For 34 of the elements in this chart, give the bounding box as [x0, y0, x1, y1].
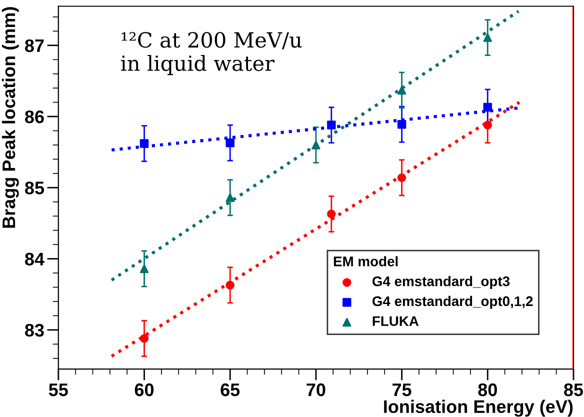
point [327, 210, 336, 218]
x-tick-label: 70 [306, 383, 326, 396]
point [483, 120, 492, 130]
legend-label: G4 emstandard_opt0,1,2 [372, 296, 533, 309]
point [397, 173, 406, 182]
point [226, 193, 234, 202]
annotation: ¹²C at 200 MeV/u in liquid water [120, 32, 302, 76]
y-tick-label: 85 [25, 182, 44, 194]
point [483, 102, 492, 112]
point [397, 86, 406, 95]
y-tick-label: 83 [25, 324, 44, 337]
y-tick-label: 86 [25, 110, 44, 124]
x-tick-label: 65 [220, 383, 240, 396]
point [312, 140, 320, 150]
y-tick-label: 84 [25, 252, 44, 266]
point [226, 280, 234, 290]
x-tick-label: 85 [564, 383, 584, 396]
y-axis-title: Bragg Peak location (mm) [2, 7, 19, 228]
x-tick-label: 55 [48, 384, 68, 396]
legend-label: FLUKA [372, 316, 419, 326]
x-axis-title: Ionisation Energy (eV) [384, 400, 573, 417]
legend-title: EM model [334, 256, 398, 266]
x-tick-label: 60 [134, 383, 154, 396]
point [140, 334, 149, 343]
point [483, 33, 492, 42]
point [397, 120, 406, 129]
y-tick-label: 87 [25, 39, 44, 52]
legend-label: G4 emstandard_opt3 [372, 276, 510, 289]
point [226, 138, 234, 148]
point [140, 264, 149, 274]
x-tick-label: 80 [478, 383, 497, 396]
point [327, 120, 336, 130]
point [140, 139, 149, 148]
x-tick-label: 75 [392, 384, 412, 396]
